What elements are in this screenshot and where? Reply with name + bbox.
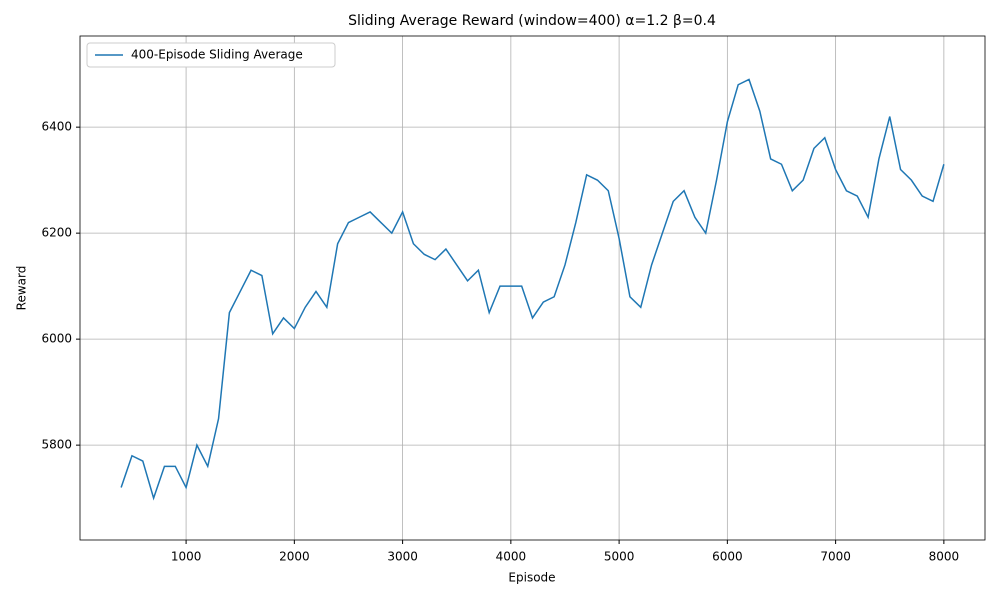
data-line <box>120 78 945 501</box>
x-axis-label: Episode <box>508 571 555 585</box>
x-tick-label: 3000 <box>387 550 418 564</box>
plot-frame <box>79 35 986 541</box>
x-tick-label: 4000 <box>496 550 527 564</box>
y-tick-label: 5800 <box>41 438 72 452</box>
x-tick-label: 2000 <box>279 550 310 564</box>
x-tick-label: 6000 <box>712 550 743 564</box>
y-tick-label: 6000 <box>41 332 72 346</box>
y-axis-label: Reward <box>15 266 29 311</box>
x-tick-label: 5000 <box>604 550 635 564</box>
y-tick-label: 6200 <box>41 226 72 240</box>
x-tick-label: 8000 <box>929 550 960 564</box>
chart-title: Sliding Average Reward (window=400) α=1.… <box>348 13 716 29</box>
legend-label: 400-Episode Sliding Average <box>131 48 303 62</box>
y-tick-label: 6400 <box>41 120 72 134</box>
legend-box <box>86 42 336 68</box>
x-tick-label: 7000 <box>820 550 851 564</box>
x-tick-label: 1000 <box>171 550 202 564</box>
